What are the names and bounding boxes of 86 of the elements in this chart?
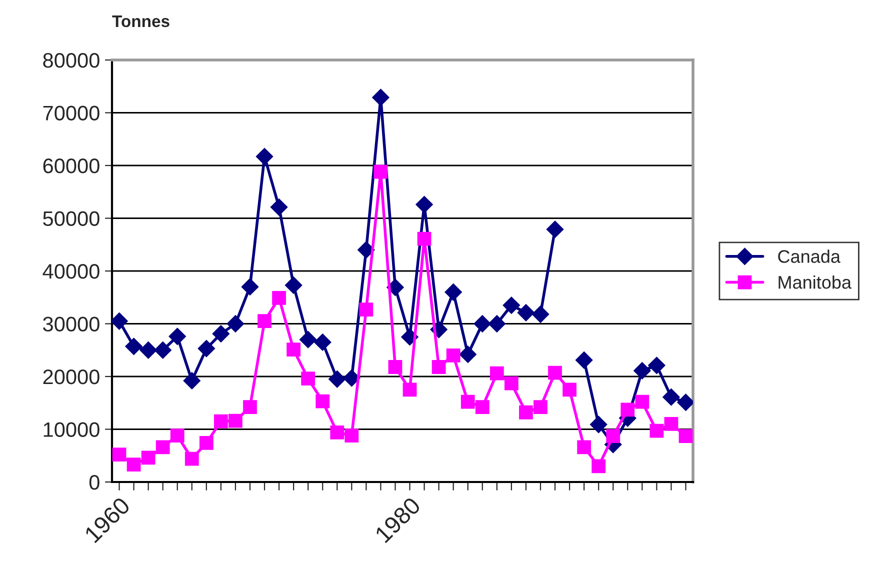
- point: [125, 338, 142, 355]
- point: [170, 428, 184, 443]
- point: [344, 428, 359, 443]
- y-tick-label: 0: [89, 475, 100, 490]
- point: [460, 394, 475, 409]
- point: [330, 425, 344, 440]
- y-tick-label: 80000: [43, 53, 100, 68]
- y-tick-label: 40000: [42, 264, 100, 279]
- point: [228, 414, 242, 428]
- point: [432, 360, 446, 374]
- point: [488, 315, 506, 332]
- point: [328, 370, 346, 388]
- point: [212, 325, 230, 342]
- point: [519, 405, 533, 420]
- point: [358, 241, 375, 258]
- y-tick-label: 10000: [44, 422, 100, 438]
- point: [199, 436, 214, 450]
- point: [183, 372, 200, 390]
- point: [359, 302, 374, 316]
- point: [214, 414, 228, 428]
- point: [343, 370, 360, 387]
- legend-label: Manitoba: [778, 276, 852, 289]
- point: [168, 328, 186, 345]
- point: [388, 360, 402, 374]
- point: [285, 276, 302, 294]
- point: [548, 366, 562, 380]
- point: [634, 362, 651, 380]
- point: [590, 416, 608, 434]
- point: [140, 342, 157, 359]
- point: [112, 448, 126, 462]
- point: [532, 306, 550, 323]
- point: [141, 450, 156, 465]
- point: [256, 148, 274, 166]
- point: [372, 88, 390, 106]
- point: [517, 304, 535, 322]
- point: [126, 458, 141, 472]
- point: [243, 400, 257, 414]
- y-tick-label: 20000: [43, 370, 100, 384]
- legend-label: Canada: [778, 250, 840, 263]
- point: [444, 284, 462, 301]
- point: [416, 196, 433, 214]
- point: [258, 314, 272, 328]
- point: [198, 340, 215, 358]
- point: [562, 382, 576, 397]
- point: [402, 382, 417, 397]
- point: [112, 312, 128, 330]
- point: [504, 376, 518, 390]
- point: [300, 331, 317, 348]
- y-tick-label: 30000: [43, 316, 100, 332]
- point: [650, 424, 664, 438]
- point: [546, 220, 564, 238]
- point: [592, 459, 606, 474]
- point: [576, 352, 593, 369]
- point: [154, 342, 172, 359]
- point: [459, 346, 476, 363]
- point: [635, 394, 650, 409]
- point: [606, 429, 620, 444]
- y-tick-label: 60000: [43, 158, 100, 174]
- point: [286, 342, 301, 357]
- point: [502, 296, 520, 314]
- point: [374, 164, 388, 179]
- point: [241, 278, 259, 296]
- point: [417, 232, 432, 246]
- point: [648, 356, 666, 374]
- point: [534, 400, 548, 414]
- point: [475, 400, 490, 414]
- point: [662, 388, 680, 406]
- point: [474, 315, 491, 332]
- point: [314, 334, 332, 351]
- point: [270, 198, 288, 216]
- point: [577, 440, 592, 454]
- point: [226, 315, 244, 332]
- y-axis-title: Tonnes: [112, 16, 170, 28]
- point: [678, 429, 693, 444]
- point: [490, 366, 504, 380]
- point: [301, 372, 316, 386]
- point: [156, 440, 170, 454]
- y-tick-label: 70000: [43, 106, 100, 121]
- point: [446, 348, 460, 362]
- point: [184, 452, 199, 466]
- point: [664, 417, 678, 431]
- point: [677, 394, 693, 411]
- point: [620, 402, 635, 417]
- point: [272, 290, 286, 305]
- point: [316, 394, 330, 408]
- y-tick-label: 50000: [43, 211, 100, 226]
